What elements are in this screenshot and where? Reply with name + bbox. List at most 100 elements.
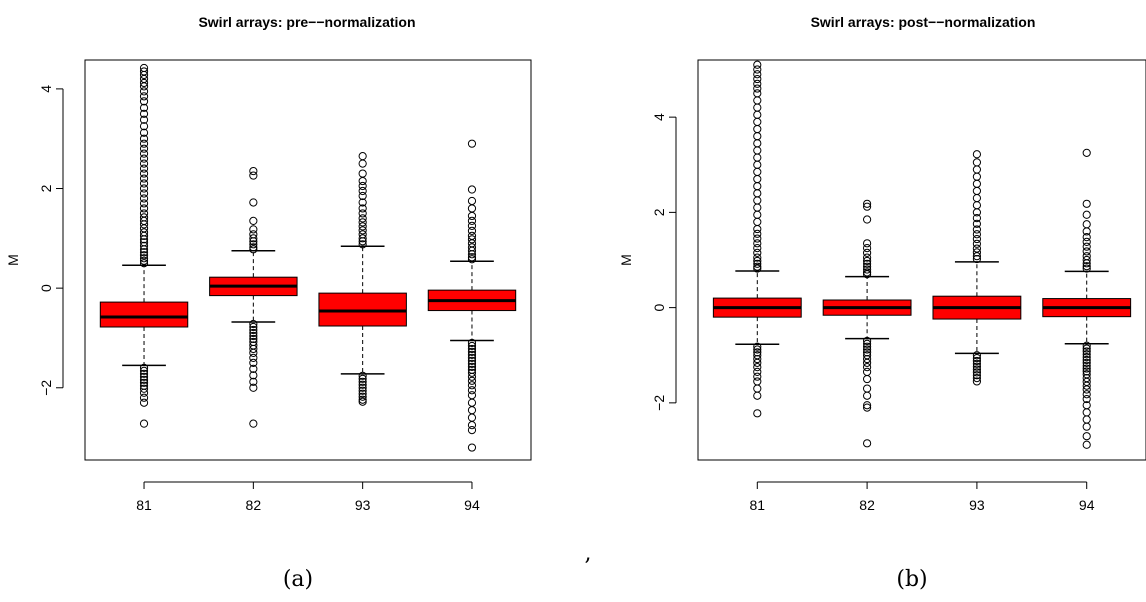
outlier-point	[972, 213, 982, 223]
outlier-point	[753, 70, 762, 79]
outlier-point	[862, 202, 872, 211]
outlier-point	[753, 174, 762, 184]
outlier-point	[753, 160, 762, 169]
outlier-point	[467, 250, 477, 259]
outlier-point	[467, 341, 477, 351]
y-tick-label: 0	[38, 284, 54, 292]
outlier-point	[467, 413, 477, 422]
outlier-point	[1082, 415, 1091, 424]
y-axis-label: M	[5, 254, 21, 266]
x-tick-label: 82	[246, 497, 262, 513]
outlier-point	[358, 209, 367, 218]
outlier-point	[972, 377, 982, 386]
outlier-point	[139, 254, 149, 263]
outlier-point	[753, 132, 762, 141]
outlier-point	[358, 371, 367, 380]
outlier-point	[358, 176, 367, 186]
outlier-point	[862, 342, 872, 351]
outlier-point	[753, 409, 762, 418]
outlier-point	[358, 181, 367, 191]
outlier-point	[753, 74, 762, 84]
outlier-point	[862, 265, 872, 274]
outlier-point	[139, 259, 149, 268]
outlier-point	[139, 78, 149, 88]
outlier-point	[249, 364, 258, 373]
outlier-point	[358, 383, 367, 392]
outlier-point	[753, 259, 762, 268]
outlier-point	[1082, 210, 1091, 219]
outlier-point	[753, 372, 762, 381]
outlier-point	[862, 439, 872, 448]
outlier-point	[862, 401, 872, 410]
outlier-point	[467, 204, 477, 213]
y-tick-label: 4	[651, 113, 667, 121]
outlier-point	[972, 165, 982, 174]
outlier-point	[358, 226, 367, 235]
outlier-point	[972, 201, 982, 210]
outlier-point	[139, 115, 149, 124]
outlier-point	[249, 344, 258, 354]
outlier-point	[862, 374, 872, 384]
outlier-point	[139, 92, 149, 101]
outlier-point	[753, 217, 762, 227]
outlier-point	[1082, 367, 1091, 376]
outlier-point	[249, 383, 258, 392]
y-tick-label: −2	[651, 395, 667, 411]
outlier-point	[862, 345, 872, 354]
outlier-point	[249, 331, 258, 341]
outlier-point	[358, 386, 367, 395]
outlier-point	[753, 203, 762, 212]
outlier-point	[753, 96, 762, 105]
outlier-point	[467, 421, 477, 430]
outlier-point	[862, 336, 872, 346]
outlier-point	[1082, 390, 1091, 399]
outlier-point	[139, 375, 149, 384]
outlier-point	[753, 348, 762, 357]
outlier-point	[1082, 422, 1091, 431]
outlier-point	[753, 234, 762, 243]
box-82	[822, 199, 912, 448]
outlier-point	[249, 371, 258, 380]
outlier-point	[467, 368, 477, 377]
outlier-point	[753, 146, 762, 155]
outlier-point	[139, 398, 149, 407]
outlier-point	[139, 164, 149, 173]
outlier-point	[753, 89, 762, 98]
x-tick-label: 82	[859, 497, 875, 513]
outlier-point	[972, 373, 982, 383]
outlier-point	[972, 359, 982, 368]
box-81	[99, 63, 189, 428]
outlier-point	[249, 322, 258, 332]
outlier-point	[139, 231, 149, 240]
outlier-point	[753, 103, 762, 112]
outlier-point	[753, 264, 762, 273]
outlier-point	[753, 358, 762, 367]
outlier-point	[1082, 353, 1091, 362]
outlier-point	[139, 393, 149, 402]
outlier-point	[467, 139, 477, 148]
outlier-point	[467, 406, 477, 415]
outlier-point	[139, 82, 149, 91]
outlier-point	[139, 369, 149, 378]
outlier-point	[1082, 344, 1091, 353]
outlier-point	[753, 117, 762, 127]
outlier-point	[358, 198, 367, 207]
outlier-point	[467, 381, 477, 390]
outlier-point	[358, 389, 367, 398]
outlier-point	[972, 225, 982, 234]
outlier-point	[139, 139, 149, 148]
outlier-point	[972, 158, 982, 167]
outlier-point	[862, 367, 872, 377]
outlier-point	[139, 241, 149, 250]
outlier-point	[1082, 237, 1091, 247]
outlier-point	[1082, 341, 1091, 350]
x-tick-label: 81	[750, 497, 766, 513]
y-tick-label: 2	[651, 208, 667, 216]
chart-title: Swirl arrays: pre−−normalization	[198, 14, 415, 30]
outlier-point	[358, 377, 367, 386]
chart-panel-post-normalization: Swirl arrays: post−−normalization −2 0 2 4 M 8…	[618, 14, 1146, 592]
outlier-point	[1082, 440, 1091, 449]
outlier-point	[249, 334, 258, 344]
outlier-point	[139, 256, 149, 265]
outlier-point	[1082, 394, 1091, 404]
